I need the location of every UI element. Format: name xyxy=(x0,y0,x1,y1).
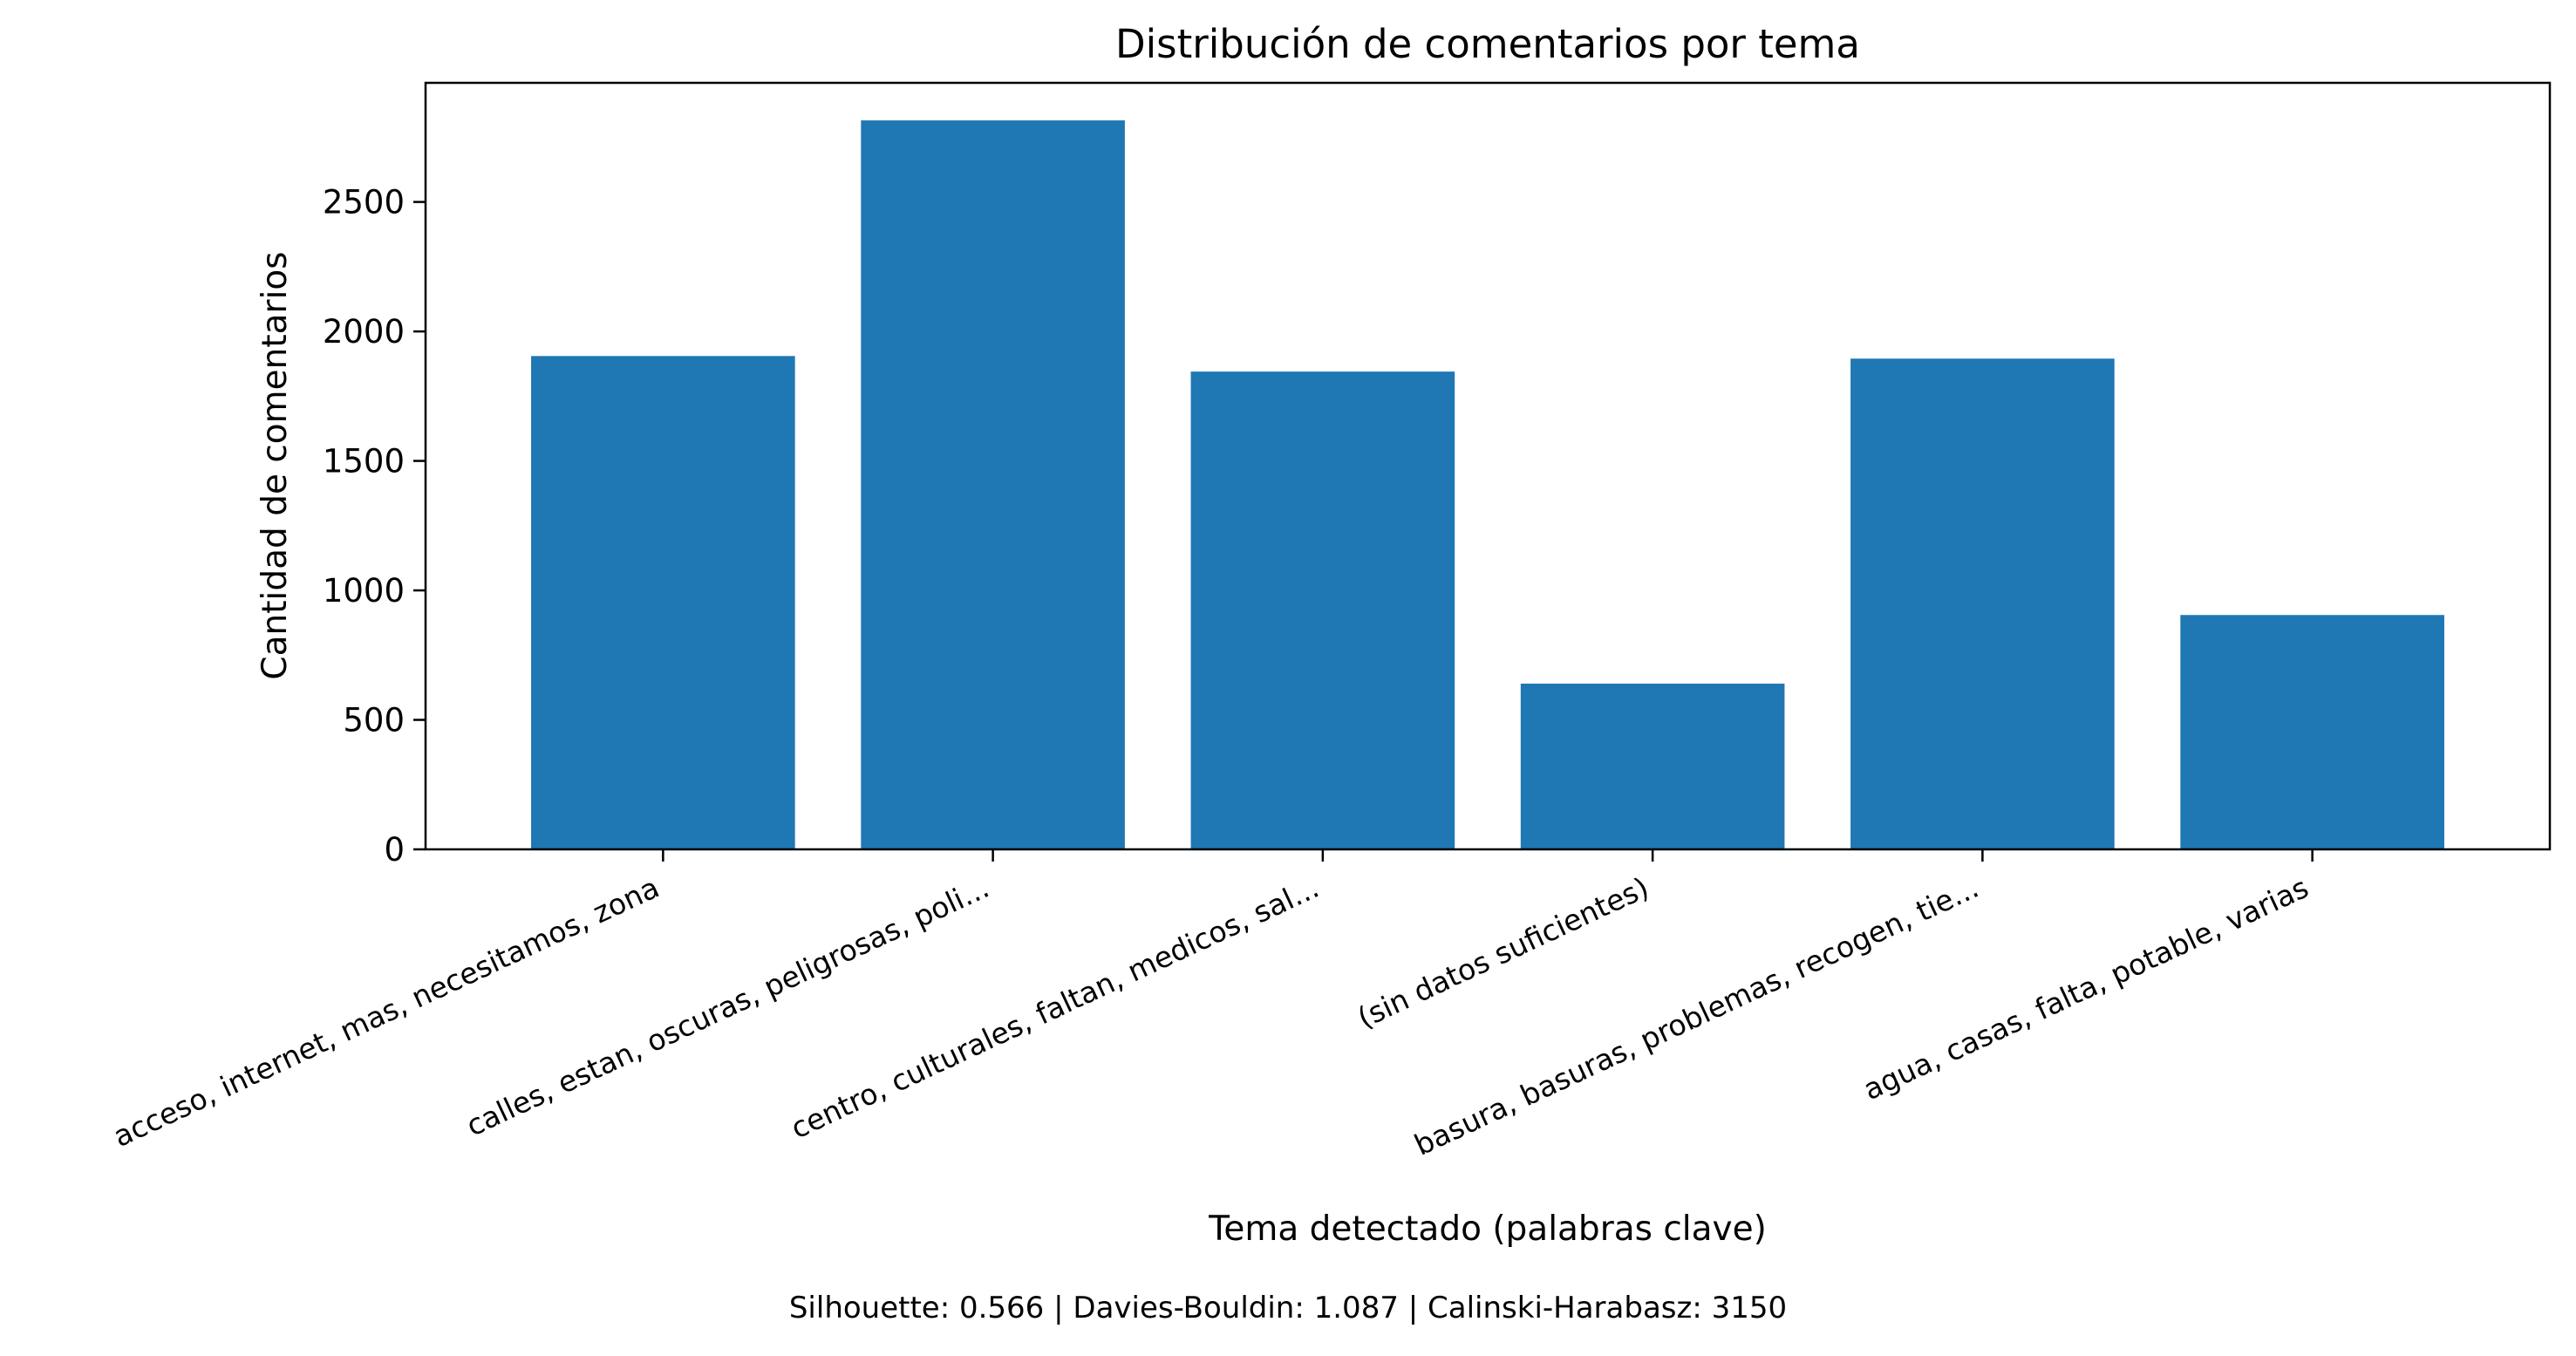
y-tick-label: 2000 xyxy=(323,313,405,351)
y-tick-label: 0 xyxy=(384,831,405,869)
bar xyxy=(2180,615,2444,849)
plot-frame xyxy=(424,81,2552,851)
bar xyxy=(1190,371,1455,849)
bar xyxy=(1850,358,2115,849)
y-tick-label: 2500 xyxy=(323,184,405,221)
y-tick-label: 1500 xyxy=(323,443,405,480)
bar xyxy=(861,120,1125,849)
y-tick-label: 500 xyxy=(343,702,405,739)
y-axis: 0 500 1000 1500 2000 2500 xyxy=(323,184,426,869)
y-axis-label: Cantidad de comentarios xyxy=(256,251,295,679)
y-tick-label: 1000 xyxy=(323,572,405,610)
bar xyxy=(531,356,795,849)
chart-title: Distribución de comentarios por tema xyxy=(1115,21,1860,67)
metrics-footer: Silhouette: 0.566 | Davies-Bouldin: 1.08… xyxy=(789,1291,1787,1325)
bars-group xyxy=(531,120,2444,849)
bar xyxy=(1520,683,1785,849)
x-axis-label: Tema detectado (palabras clave) xyxy=(1208,1209,1767,1249)
